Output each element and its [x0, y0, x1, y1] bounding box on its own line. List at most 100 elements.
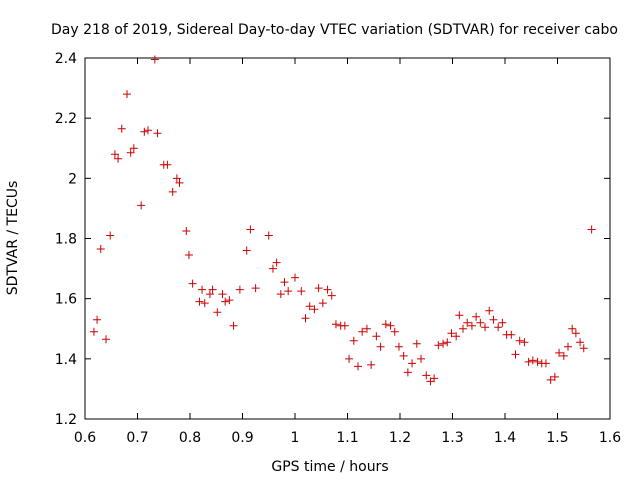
y-tick-label: 1.4	[55, 352, 77, 368]
data-point	[443, 338, 452, 347]
x-axis-label: GPS time / hours	[271, 459, 388, 475]
data-point	[447, 329, 456, 338]
data-point	[264, 231, 273, 240]
data-point	[394, 342, 403, 351]
data-point	[123, 90, 131, 99]
y-tick-label: 2	[68, 171, 77, 187]
data-series	[89, 55, 596, 386]
data-point	[213, 308, 222, 317]
data-point	[140, 127, 149, 136]
data-point	[144, 126, 152, 135]
data-point	[114, 154, 123, 163]
data-point	[218, 290, 227, 299]
data-point	[208, 285, 217, 294]
data-point	[314, 284, 323, 293]
data-point	[153, 129, 162, 138]
x-tick-label: 1.4	[494, 430, 516, 446]
x-tick-label: 1.5	[546, 430, 568, 446]
data-point	[184, 251, 193, 260]
data-point	[323, 285, 332, 294]
data-point	[235, 285, 244, 294]
data-point	[481, 323, 490, 332]
data-point	[408, 359, 417, 368]
data-point	[403, 368, 412, 377]
data-point	[310, 305, 319, 314]
data-point	[439, 339, 448, 348]
data-point	[546, 375, 555, 384]
y-tick-label: 1.6	[55, 292, 77, 308]
data-point	[150, 55, 159, 64]
data-point	[268, 264, 277, 273]
data-point	[102, 335, 110, 344]
data-point	[555, 348, 564, 357]
x-tick-label: 1.3	[441, 430, 463, 446]
data-point	[126, 148, 135, 157]
y-tick-label: 2.4	[55, 51, 77, 67]
data-point	[345, 354, 354, 363]
data-point	[358, 327, 367, 336]
data-point	[511, 350, 520, 359]
data-point	[297, 287, 306, 296]
data-point	[291, 273, 299, 282]
x-tick-label: 1.6	[599, 430, 621, 446]
data-point	[559, 351, 568, 360]
x-axis: 0.6 0.7 0.8 0.9 1 1.1 1.2 1.3 1.4 1.5 1.6	[74, 58, 621, 446]
data-point	[386, 321, 395, 330]
x-tick-label: 1	[291, 430, 300, 446]
data-point	[276, 290, 285, 299]
data-point	[399, 351, 408, 360]
data-point	[422, 371, 431, 380]
data-point	[331, 320, 340, 329]
data-point	[528, 356, 537, 365]
data-point	[251, 284, 260, 293]
data-point	[318, 299, 327, 308]
data-point	[175, 178, 184, 187]
data-point	[246, 225, 255, 234]
data-point	[242, 246, 251, 255]
data-point	[417, 354, 425, 363]
data-point	[188, 279, 197, 288]
data-point	[198, 285, 207, 294]
data-point	[327, 291, 336, 300]
data-point	[182, 226, 191, 235]
data-point	[455, 311, 464, 320]
data-point	[340, 321, 349, 330]
data-point	[550, 372, 559, 381]
data-point	[284, 287, 293, 296]
data-point	[587, 225, 596, 234]
data-point	[372, 332, 381, 341]
plot-frame	[84, 57, 611, 420]
y-tick-label: 1.2	[55, 412, 77, 428]
data-point	[205, 290, 214, 299]
x-tick-label: 0.6	[74, 430, 96, 446]
data-point	[137, 201, 146, 210]
data-point	[225, 296, 234, 305]
data-point	[301, 314, 310, 323]
data-point	[163, 160, 172, 169]
data-point	[229, 321, 238, 330]
plot-border	[84, 57, 611, 420]
chart-title: Day 218 of 2019, Sidereal Day-to-day VTE…	[51, 22, 618, 38]
data-point	[498, 318, 507, 327]
data-point	[280, 278, 289, 287]
x-tick-label: 0.9	[231, 430, 253, 446]
y-axis-label: SDTVAR / TECUs	[5, 181, 21, 296]
data-point	[515, 336, 524, 345]
data-point	[200, 299, 209, 308]
data-point	[305, 302, 314, 311]
data-point	[110, 150, 119, 159]
data-point	[489, 315, 498, 324]
data-point	[533, 357, 542, 366]
x-tick-label: 0.8	[179, 430, 201, 446]
data-point	[472, 312, 481, 321]
data-point	[93, 315, 102, 324]
data-point	[168, 187, 177, 196]
data-point	[452, 332, 461, 341]
data-point	[221, 297, 230, 306]
data-point	[485, 306, 494, 315]
data-point	[106, 231, 115, 240]
data-point	[476, 318, 485, 327]
y-axis: 1.2 1.4 1.6 1.8 2 2.2 2.4	[55, 51, 610, 428]
data-point	[430, 374, 439, 383]
